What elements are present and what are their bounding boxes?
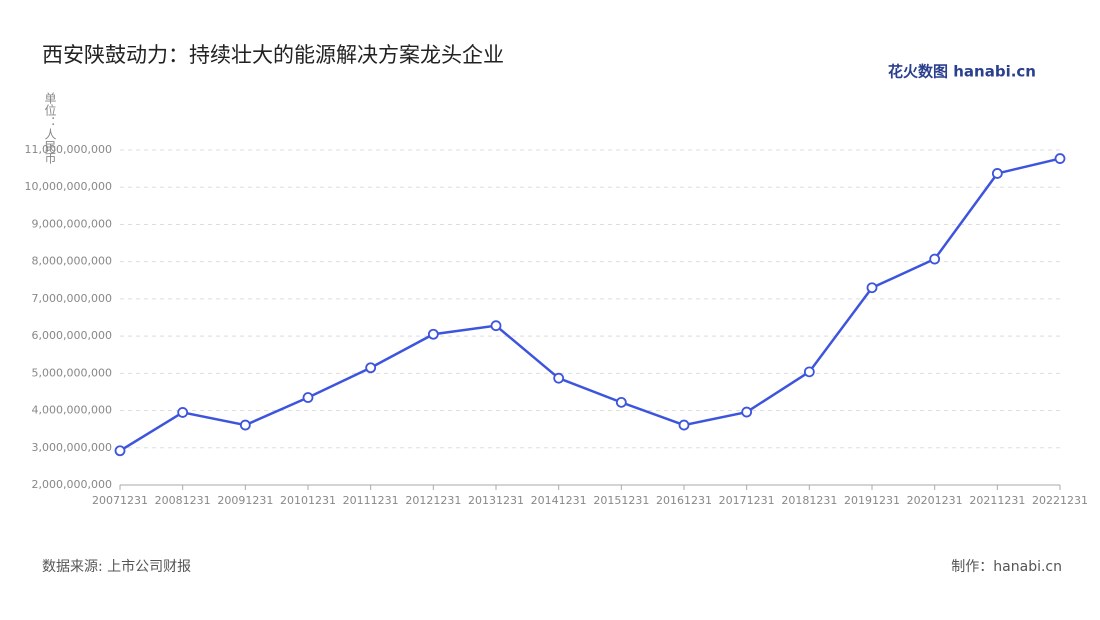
x-tick-label: 20101231 [280,494,336,507]
y-tick-label: 8,000,000,000 [32,255,112,268]
y-tick-label: 10,000,000,000 [25,180,112,193]
x-tick-label: 20161231 [656,494,712,507]
point [427,328,439,340]
x-tick-label: 20081231 [155,494,211,507]
y-tick-label: 6,000,000,000 [32,329,112,342]
source: 数据来源: 上市公司财报 [42,558,191,575]
point [929,253,941,265]
y-tick-label: 2,000,000,000 [32,478,112,491]
x-tick-label: 20071231 [92,494,148,507]
x-tick-label: 20211231 [969,494,1025,507]
point [114,445,126,457]
point [803,366,815,378]
point [553,372,565,384]
point [741,406,753,418]
credit: 制作：hanabi.cn [951,559,1062,575]
point [239,419,251,431]
x-tick-label: 20141231 [531,494,587,507]
point [302,392,314,403]
x-tick-label: 20221231 [1032,494,1088,507]
y-tick-label: 11,000,000,000 [25,143,112,156]
x-tick-label: 20121231 [405,494,461,507]
chart-title: 西安陕鼓动力：持续壮大的能源解决方案龙头企业 [42,43,504,67]
y-tick-label: 3,000,000,000 [32,441,112,454]
y-tick-label: 5,000,000,000 [32,366,112,379]
x-tick-label: 20111231 [343,494,399,507]
point [365,362,377,374]
x-tick-label: 20131231 [468,494,524,507]
x-tick-label: 20191231 [844,494,900,507]
y-tick-label: 7,000,000,000 [32,292,112,305]
point [678,419,690,431]
point [177,407,189,418]
point [866,282,878,294]
point [615,396,627,408]
x-tick-label: 20181231 [781,494,837,507]
x-tick-label: 20201231 [907,494,963,507]
line [119,157,1061,452]
point [490,320,502,332]
logo: 花火数图 hanabi.cn [888,63,1036,81]
point [991,168,1003,179]
x-tick-label: 20151231 [593,494,649,507]
x-tick-label: 20171231 [719,494,775,507]
y-tick-label: 4,000,000,000 [32,404,112,417]
x-tick-label: 20091231 [217,494,273,507]
y-axis-label: 单位：人民币 [43,92,57,164]
y-tick-label: 9,000,000,000 [32,217,112,230]
point [1054,153,1066,164]
